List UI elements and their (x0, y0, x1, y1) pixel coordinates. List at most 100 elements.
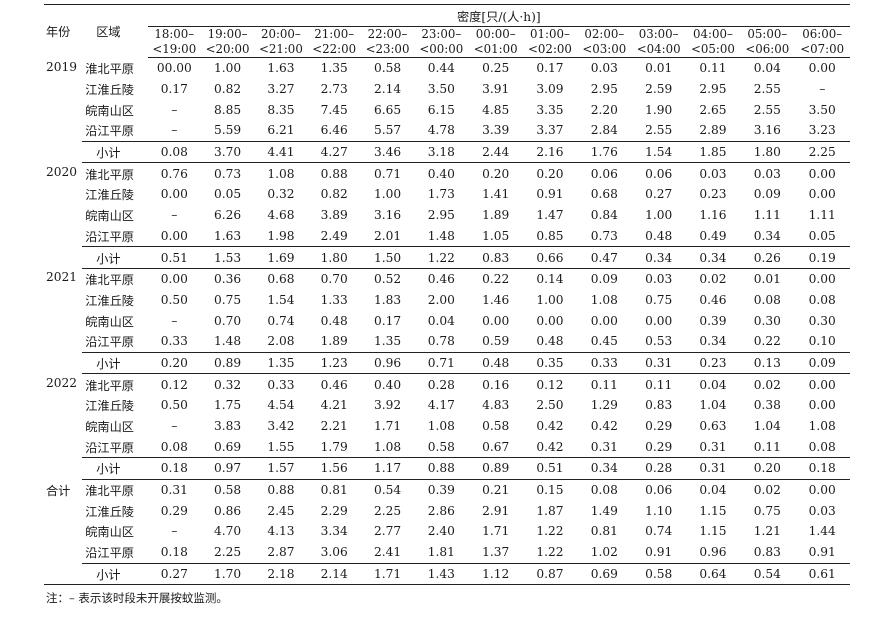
value-cell: 0.29 (645, 419, 673, 434)
table-row: 2019 淮北平原 00.00 1.00 1.63 1.35 0.58 0.44 0.25 0.1… (44, 58, 850, 79)
value-cell: 2.87 (267, 545, 295, 560)
value-cell: 2.21 (320, 419, 348, 434)
period-end: <02:00 (528, 42, 572, 56)
value-cell: 3.09 (536, 82, 564, 97)
value-cell: 1.29 (590, 398, 618, 413)
subtotal-value-cell: 1.54 (631, 140, 686, 164)
value-cell: 3.37 (536, 123, 564, 138)
value-cell: 1.71 (373, 419, 402, 434)
period-header: 03:00– <04:00 (631, 26, 686, 58)
value-cell: 0.22 (753, 334, 781, 349)
period-start: 03:00– (638, 27, 679, 41)
value-cell: 3.34 (320, 524, 348, 539)
value-cell: 0.00 (160, 228, 188, 243)
value-cell: 0.32 (214, 377, 242, 392)
period-start: 01:00– (530, 27, 570, 41)
value-cell: 4.54 (267, 398, 295, 413)
period-header: 19:00– <20:00 (200, 26, 255, 58)
value-cell: 0.11 (590, 377, 618, 392)
value-cell: 4.70 (214, 524, 242, 539)
value-cell: 0.06 (645, 166, 673, 181)
value-cell: 0.84 (590, 208, 618, 223)
value-cell: 0.58 (373, 61, 402, 76)
period-end: <01:00 (473, 42, 518, 56)
period-start: 00:00– (475, 27, 516, 41)
subtotal-value-cell: 2.25 (794, 140, 850, 164)
value-cell: 3.92 (373, 398, 402, 413)
value-cell: 1.81 (427, 545, 455, 560)
value-cell: – (171, 123, 178, 138)
subtotal-value-cell: 1.50 (360, 246, 415, 269)
value-cell: 1.08 (590, 292, 618, 307)
year-cell: 2020 (46, 164, 78, 179)
value-cell: 1.00 (536, 292, 564, 307)
subtotal-value-cell: 2.18 (254, 562, 308, 586)
subtotal-value-cell: 0.51 (147, 246, 201, 269)
value-cell: – (819, 82, 826, 97)
value-cell: – (171, 208, 178, 223)
value-cell: 2.77 (373, 524, 402, 539)
value-cell: 6.21 (267, 123, 295, 138)
subtotal-value-cell: 0.88 (414, 457, 469, 480)
value-cell: 1.11 (753, 208, 781, 223)
value-cell: 0.34 (753, 228, 781, 243)
value-cell: 0.36 (214, 272, 242, 287)
value-cell: 0.20 (536, 166, 564, 181)
value-cell: 0.46 (427, 272, 455, 287)
value-cell: 1.16 (699, 208, 727, 223)
subtotal-value-cell: 1.12 (468, 562, 523, 586)
subtotal-value-cell: 0.47 (577, 246, 632, 269)
subtotal-value-cell: 0.31 (631, 351, 686, 375)
value-cell: 1.21 (753, 524, 781, 539)
subtotal-value-cell: 0.18 (147, 457, 201, 480)
value-cell: 3.35 (536, 102, 564, 117)
value-cell: 1.15 (699, 503, 727, 518)
region-cell: 沿江平原 (85, 229, 134, 244)
subtotal-value-cell: 0.64 (685, 562, 741, 586)
value-cell: 0.49 (699, 228, 727, 243)
value-cell: 0.00 (160, 187, 188, 202)
value-cell: 3.83 (214, 419, 242, 434)
value-cell: 0.83 (645, 398, 673, 413)
value-cell: 0.81 (590, 524, 618, 539)
value-cell: 0.09 (590, 272, 618, 287)
period-end: <06:00 (745, 42, 790, 56)
value-cell: 0.33 (160, 334, 188, 349)
subtotal-value-cell: 0.58 (631, 562, 686, 586)
region-cell: 沿江平原 (85, 335, 134, 350)
value-cell: 0.17 (373, 313, 402, 328)
subtotal-value-cell: 0.09 (794, 351, 850, 375)
value-cell: 0.81 (320, 483, 348, 498)
region-cell: 淮北平原 (85, 167, 134, 182)
value-cell: 1.02 (590, 545, 618, 560)
value-cell: 1.37 (482, 545, 510, 560)
value-cell: 7.45 (320, 102, 348, 117)
subtotal-value-cell: 0.34 (577, 457, 632, 480)
period-start: 06:00– (802, 27, 843, 41)
value-cell: 4.78 (427, 123, 455, 138)
subtotal-value-cell: 1.76 (577, 140, 632, 164)
value-cell: 0.11 (753, 439, 781, 454)
subtotal-value-cell: 0.35 (522, 351, 578, 375)
subtotal-row: 小计 0.08 3.70 4.41 4.27 3.46 3.18 2.44 2.16 1.76 1.… (44, 140, 850, 164)
subtotal-label: 小计 (82, 246, 148, 269)
subtotal-value-cell: 1.56 (307, 457, 361, 480)
value-cell: 0.42 (536, 419, 564, 434)
subtotal-value-cell: 3.46 (360, 140, 415, 164)
value-cell: 0.38 (753, 398, 781, 413)
value-cell: 2.55 (753, 82, 781, 97)
region-cell: 皖南山区 (85, 525, 134, 540)
subtotal-row: 小计 0.27 1.70 2.18 2.14 1.71 1.43 1.12 0.87 0.69 0.… (44, 562, 850, 586)
region-cell: 沿江平原 (85, 440, 134, 455)
subtotal-label: 小计 (82, 140, 148, 164)
value-cell: 2.41 (373, 545, 402, 560)
subtotal-label: 小计 (82, 351, 148, 375)
subtotal-value-cell: 0.18 (794, 457, 850, 480)
value-cell: 2.49 (320, 228, 348, 243)
value-cell: 1.11 (808, 208, 836, 223)
value-cell: 2.01 (373, 228, 402, 243)
value-cell: 2.89 (699, 123, 727, 138)
value-cell: 6.46 (320, 123, 348, 138)
region-cell: 江淮丘陵 (85, 293, 134, 308)
value-cell: 0.42 (536, 439, 564, 454)
